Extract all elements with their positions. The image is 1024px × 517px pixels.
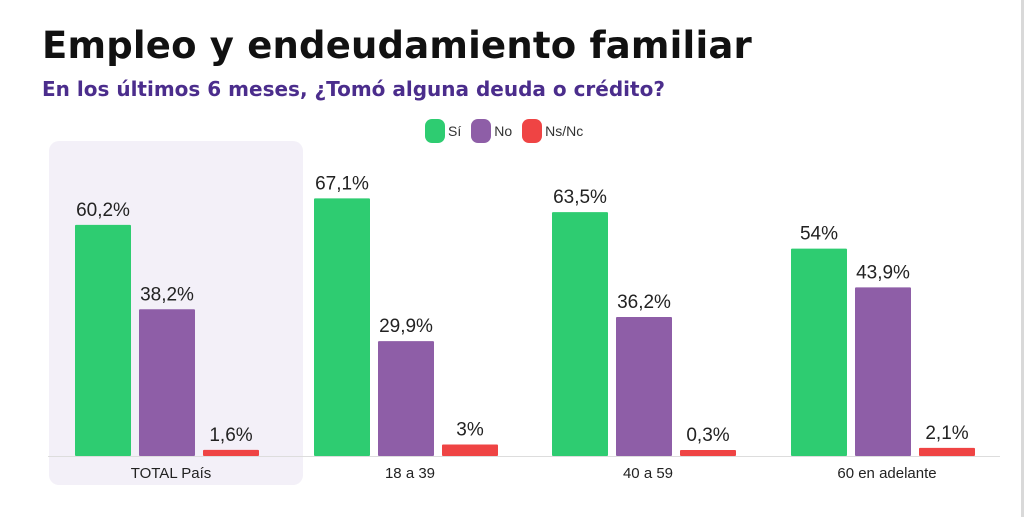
data-label-total-pais-no: 38,2% — [140, 284, 194, 305]
legend-item-no: No — [471, 119, 512, 143]
category-label-60-en-adelante: 60 en adelante — [837, 465, 936, 482]
bar-total-pais-no — [139, 309, 195, 456]
chart-title: Empleo y endeudamiento familiar — [42, 24, 752, 67]
bar-40-a-59-no — [616, 316, 672, 456]
data-label-total-pais-ns-nc: 1,6% — [209, 425, 252, 446]
category-label-total-pais: TOTAL País — [131, 465, 212, 482]
bar-60-en-adelante-no — [855, 287, 911, 456]
legend-label-nsnc: Ns/Nc — [545, 123, 584, 139]
legend-item-nsnc: Ns/Nc — [522, 119, 583, 143]
data-label-18-a-39-ns-nc: 3% — [456, 419, 484, 440]
data-label-total-pais-si: 60,2% — [76, 200, 130, 221]
chart-legend: Sí No Ns/Nc — [425, 119, 583, 143]
bar-60-en-adelante-ns-nc — [919, 447, 975, 456]
data-label-40-a-59-no: 36,2% — [617, 292, 671, 313]
bar-total-pais-ns-nc — [203, 449, 259, 456]
category-label-40-a-59: 40 a 59 — [623, 465, 673, 482]
data-label-60-en-adelante-si: 54% — [800, 224, 838, 245]
data-label-60-en-adelante-ns-nc: 2,1% — [925, 423, 968, 444]
bar-total-pais-si — [75, 224, 131, 456]
data-label-40-a-59-ns-nc: 0,3% — [686, 425, 729, 446]
frame-edge — [1021, 0, 1024, 517]
legend-label-no: No — [494, 123, 513, 139]
bar-18-a-39-ns-nc — [442, 444, 498, 456]
category-label-18-a-39: 18 a 39 — [385, 465, 435, 482]
bar-18-a-39-no — [378, 341, 434, 456]
data-label-18-a-39-no: 29,9% — [379, 316, 433, 337]
data-label-60-en-adelante-no: 43,9% — [856, 262, 910, 283]
data-label-18-a-39-si: 67,1% — [315, 173, 369, 194]
legend-swatch-si — [425, 119, 445, 143]
chart-subtitle: En los últimos 6 meses, ¿Tomó alguna deu… — [42, 77, 665, 101]
bar-40-a-59-ns-nc — [680, 450, 736, 456]
data-label-40-a-59-si: 63,5% — [553, 187, 607, 208]
legend-swatch-no — [471, 119, 492, 143]
legend-label-si: Sí — [448, 123, 462, 139]
legend-item-si: Sí — [425, 119, 461, 143]
bar-40-a-59-si — [552, 212, 608, 456]
bar-60-en-adelante-si — [791, 248, 847, 456]
bar-18-a-39-si — [314, 198, 370, 456]
legend-swatch-nsnc — [522, 119, 543, 143]
